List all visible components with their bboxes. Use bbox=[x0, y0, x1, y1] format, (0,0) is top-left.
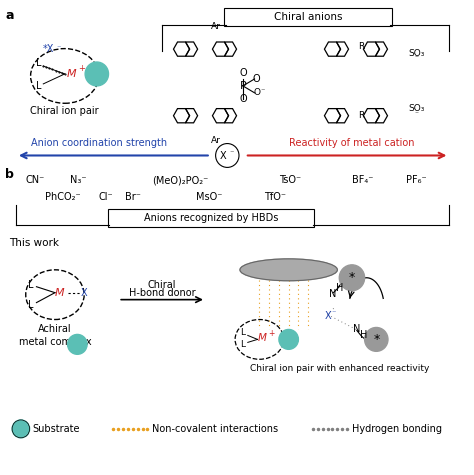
Text: Anion coordination strength: Anion coordination strength bbox=[31, 138, 167, 148]
FancyBboxPatch shape bbox=[224, 9, 392, 26]
Text: M: M bbox=[258, 333, 267, 343]
Text: R: R bbox=[358, 42, 365, 51]
Text: L: L bbox=[28, 280, 33, 290]
Text: M: M bbox=[67, 69, 76, 79]
Text: PF₆⁻: PF₆⁻ bbox=[406, 175, 426, 185]
Text: *X: *X bbox=[43, 44, 54, 54]
Text: Chiral ion pair with enhanced reactivity: Chiral ion pair with enhanced reactivity bbox=[250, 364, 429, 373]
Text: SO₃: SO₃ bbox=[409, 104, 425, 113]
Text: M: M bbox=[55, 288, 64, 298]
Text: R: R bbox=[358, 111, 365, 120]
Text: Ar: Ar bbox=[210, 22, 220, 31]
Text: TfO⁻: TfO⁻ bbox=[264, 192, 286, 202]
Text: Reactivity of metal cation: Reactivity of metal cation bbox=[289, 138, 415, 148]
Text: O: O bbox=[239, 94, 246, 104]
Text: O: O bbox=[253, 88, 260, 97]
Circle shape bbox=[85, 62, 109, 86]
Text: +: + bbox=[78, 65, 85, 74]
Text: ⁻: ⁻ bbox=[414, 109, 418, 118]
Text: L: L bbox=[240, 328, 246, 337]
Text: b: b bbox=[5, 169, 14, 181]
Text: ⁻: ⁻ bbox=[260, 86, 264, 95]
FancyBboxPatch shape bbox=[108, 209, 314, 227]
Text: O: O bbox=[253, 74, 260, 84]
Text: Ar: Ar bbox=[210, 136, 220, 145]
Text: N: N bbox=[329, 289, 336, 299]
Circle shape bbox=[339, 265, 365, 291]
Text: MsO⁻: MsO⁻ bbox=[196, 192, 222, 202]
Text: L: L bbox=[28, 300, 33, 310]
Text: N₃⁻: N₃⁻ bbox=[70, 175, 86, 185]
Text: Chiral ion pair: Chiral ion pair bbox=[30, 106, 99, 116]
Text: X: X bbox=[324, 311, 331, 321]
Text: CN⁻: CN⁻ bbox=[26, 175, 45, 185]
Text: TsO⁻: TsO⁻ bbox=[279, 175, 301, 185]
Text: a: a bbox=[5, 10, 14, 22]
Text: PhCO₂⁻: PhCO₂⁻ bbox=[45, 192, 81, 202]
Text: Achiral
metal complex: Achiral metal complex bbox=[18, 324, 91, 347]
Text: ⁻: ⁻ bbox=[57, 44, 61, 53]
Ellipse shape bbox=[240, 259, 337, 281]
Circle shape bbox=[68, 334, 87, 354]
Text: Non-covalent interactions: Non-covalent interactions bbox=[152, 424, 278, 434]
Text: *: * bbox=[373, 333, 379, 346]
Circle shape bbox=[365, 327, 388, 352]
Text: Chiral anions: Chiral anions bbox=[274, 12, 342, 22]
Text: H: H bbox=[360, 331, 367, 341]
Circle shape bbox=[279, 330, 299, 349]
Text: Anions recognized by HBDs: Anions recognized by HBDs bbox=[144, 213, 278, 223]
Text: ⁻: ⁻ bbox=[414, 54, 418, 63]
Text: Substrate: Substrate bbox=[33, 424, 80, 434]
Text: Chiral: Chiral bbox=[148, 280, 176, 290]
Circle shape bbox=[12, 420, 30, 438]
Text: H-bond donor: H-bond donor bbox=[129, 288, 195, 298]
Text: (MeO)₂PO₂⁻: (MeO)₂PO₂⁻ bbox=[152, 175, 209, 185]
Text: H: H bbox=[336, 283, 343, 293]
Text: *: * bbox=[349, 271, 355, 284]
Text: Br⁻: Br⁻ bbox=[125, 192, 141, 202]
Text: L: L bbox=[36, 58, 41, 68]
Text: P: P bbox=[239, 81, 246, 91]
Text: Hydrogen bonding: Hydrogen bonding bbox=[352, 424, 442, 434]
Text: X: X bbox=[220, 152, 227, 162]
Text: ⁻: ⁻ bbox=[331, 308, 336, 317]
Text: SO₃: SO₃ bbox=[409, 48, 425, 57]
Text: +: + bbox=[268, 329, 274, 338]
Text: O: O bbox=[239, 68, 246, 78]
Text: ⁻: ⁻ bbox=[229, 148, 233, 157]
Text: N: N bbox=[353, 324, 361, 334]
Text: X: X bbox=[81, 288, 88, 298]
Text: Cl⁻: Cl⁻ bbox=[99, 192, 113, 202]
Text: This work: This work bbox=[9, 238, 59, 248]
Text: L: L bbox=[36, 81, 41, 91]
Text: L: L bbox=[240, 340, 246, 349]
Text: BF₄⁻: BF₄⁻ bbox=[352, 175, 374, 185]
